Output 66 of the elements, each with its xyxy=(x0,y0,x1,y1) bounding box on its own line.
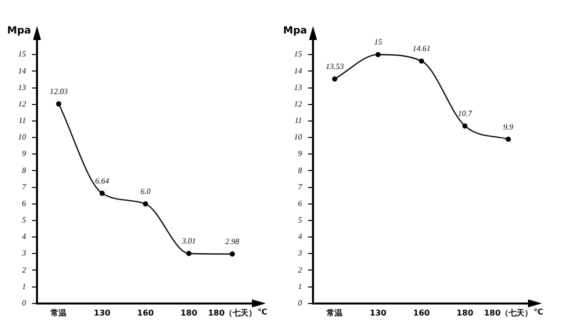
y-tick-label: 2 xyxy=(298,265,302,274)
point xyxy=(376,52,381,58)
x-tick-label: 160 xyxy=(137,308,154,318)
y-tick-label: 8 xyxy=(298,166,302,175)
y-tick-label: 2 xyxy=(22,265,26,274)
x-tick-label: 180 xyxy=(180,308,198,318)
y-axis-title: Mpa xyxy=(7,26,31,37)
y-tick-label: 4 xyxy=(298,232,302,242)
data-label: 14.61 xyxy=(412,44,430,54)
x-tick-label: 常温 xyxy=(50,308,67,318)
data-label: 13.53 xyxy=(326,62,344,72)
data-label: 15 xyxy=(374,38,382,47)
y-tick-label: 0 xyxy=(298,298,302,308)
y-tick-label: 7 xyxy=(298,182,303,192)
y-axis-title: Mpa xyxy=(283,26,307,37)
data-label: 9.9 xyxy=(503,122,514,132)
x-tick-label: 180（七天） xyxy=(484,308,533,318)
y-tick-label: 13 xyxy=(294,82,302,92)
y-tick-label: 0 xyxy=(22,298,26,308)
y-tick-label: 14 xyxy=(18,66,26,76)
x-tick-label: 180（七天） xyxy=(208,308,257,318)
x-tick-label: 180 xyxy=(456,308,474,318)
y-tick-label: 15 xyxy=(294,50,302,59)
data-label: 12.03 xyxy=(50,86,68,96)
point xyxy=(506,136,511,142)
data-label: 3.01 xyxy=(180,236,196,246)
data-label: 10.7 xyxy=(458,109,473,118)
y-tick-label: 5 xyxy=(22,216,26,225)
x-tick-label: 常温 xyxy=(326,308,343,318)
point xyxy=(56,101,62,106)
y-tick-label: 9 xyxy=(298,149,302,158)
data-label: 6.0 xyxy=(140,186,150,196)
y-tick-label: 1 xyxy=(298,282,302,291)
y-tick-label: 4 xyxy=(22,232,26,242)
point xyxy=(332,76,338,82)
data-label: 6.64 xyxy=(95,176,110,186)
data-label: 2.98 xyxy=(225,237,240,246)
y-tick-label: 9 xyxy=(22,149,26,158)
y-tick-label: 15 xyxy=(18,50,26,59)
point xyxy=(186,250,192,256)
point xyxy=(230,251,235,257)
y-tick-label: 8 xyxy=(22,166,26,175)
y-tick-label: 1 xyxy=(22,282,26,291)
y-tick-label: 6 xyxy=(298,198,302,208)
point xyxy=(100,190,105,196)
x-tick-label: 130 xyxy=(370,308,387,318)
y-tick-label: 14 xyxy=(294,66,302,76)
x-tick-label: 160 xyxy=(413,308,430,318)
x-tick-label: 130 xyxy=(94,308,111,318)
y-tick-label: 11 xyxy=(18,116,26,126)
x-axis-title: ℃ xyxy=(258,307,268,316)
point xyxy=(462,123,468,129)
y-tick-label: 7 xyxy=(22,182,27,192)
point xyxy=(142,201,148,206)
y-tick-label: 3 xyxy=(21,248,26,258)
y-tick-label: 12 xyxy=(18,99,26,108)
y-tick-label: 12 xyxy=(294,99,302,108)
y-tick-label: 3 xyxy=(297,248,302,258)
y-tick-label: 10 xyxy=(294,132,302,142)
x-axis-title: ℃ xyxy=(534,307,544,316)
point xyxy=(418,58,424,64)
y-tick-label: 11 xyxy=(294,116,302,126)
y-tick-label: 10 xyxy=(18,132,26,142)
y-tick-label: 13 xyxy=(18,82,26,92)
y-tick-label: 5 xyxy=(298,216,302,225)
y-tick-label: 6 xyxy=(22,198,26,208)
